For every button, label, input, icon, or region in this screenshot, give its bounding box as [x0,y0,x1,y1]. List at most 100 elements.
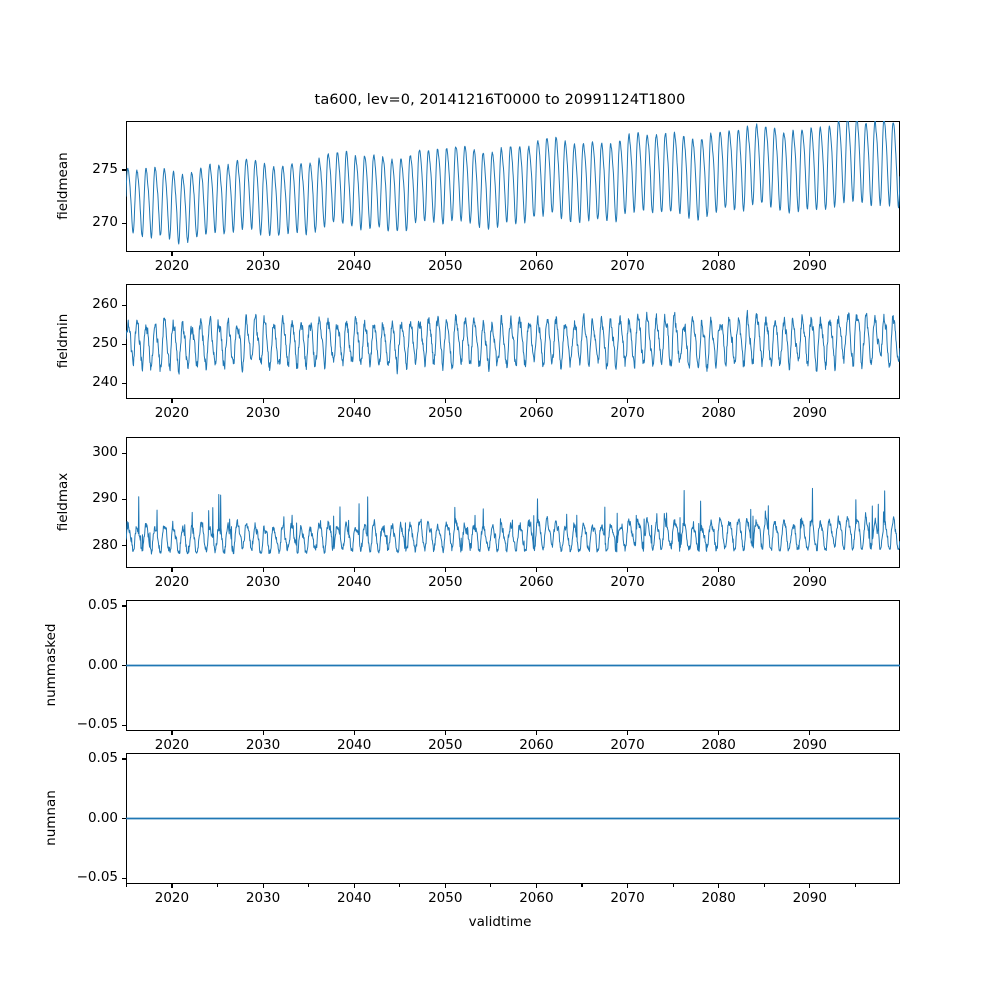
xtick-mark-fieldmean-0 [171,252,173,256]
xtick-mark-nummasked-0 [171,731,173,735]
xtick-label-fieldmax-1: 2030 [245,574,281,590]
xtick-minor-mark-2055 [490,884,492,887]
xtick-mark-fieldmin-6 [718,399,720,403]
xtick-label-nummasked-7: 2090 [792,737,827,753]
xtick-mark-fieldmin-2 [353,399,355,403]
xtick-label-numnan-1: 2030 [245,890,281,906]
ytick-mark-nummasked-2 [122,605,126,607]
xtick-minor-mark-2025 [216,884,219,887]
ytick-label-numnan-2: 0.05 [87,749,118,766]
xtick-mark-fieldmin-1 [262,399,264,403]
xtick-mark-numnan-0 [171,884,173,888]
ytick-mark-numnan-1 [122,818,126,820]
xtick-mark-numnan-5 [627,884,629,888]
xtick-mark-fieldmin-4 [535,399,537,403]
panel-frame-fieldmin [126,284,900,399]
panel-frame-fieldmean [126,121,900,252]
xtick-mark-fieldmax-0 [171,568,173,572]
x-axis-label: validtime [468,914,532,930]
ytick-label-fieldmax-0: 280 [92,536,118,553]
ytick-mark-numnan-2 [122,758,126,760]
y-axis-label-fieldmax: fieldmax [55,472,71,531]
ytick-mark-fieldmin-1 [122,343,126,346]
xtick-mark-fieldmax-6 [718,568,720,572]
xtick-label-nummasked-2: 2040 [336,737,372,753]
ytick-label-fieldmin-1: 250 [92,335,118,352]
xtick-mark-nummasked-2 [353,731,355,735]
xtick-label-nummasked-6: 2080 [701,737,736,753]
xtick-mark-nummasked-4 [535,731,537,735]
xtick-label-fieldmax-7: 2090 [792,574,827,590]
xtick-mark-numnan-4 [535,884,537,888]
ytick-label-nummasked-2: 0.05 [87,596,118,613]
ytick-label-fieldmax-2: 300 [92,444,118,461]
xtick-minor-mark-2015 [125,884,127,887]
xtick-mark-nummasked-6 [718,731,720,735]
figure-title: ta600, lev=0, 20141216T0000 to 20991124T… [314,92,686,108]
xtick-label-nummasked-4: 2060 [519,737,554,753]
xtick-label-numnan-3: 2050 [428,890,463,906]
ytick-mark-fieldmax-1 [122,498,126,501]
xtick-mark-fieldmean-3 [444,252,446,256]
xtick-label-fieldmean-5: 2070 [610,258,645,274]
xtick-mark-nummasked-3 [444,731,446,735]
panel-fieldmin [126,284,900,399]
y-axis-label-numnan: numnan [43,789,59,846]
xtick-mark-fieldmax-4 [535,568,537,572]
xtick-label-numnan-5: 2070 [610,890,645,906]
xtick-label-fieldmean-6: 2080 [701,258,736,274]
xtick-mark-fieldmean-2 [353,252,355,256]
xtick-minor-mark-2075 [672,884,674,887]
xtick-minor-mark-2095 [854,884,856,887]
y-axis-label-fieldmin: fieldmin [55,313,71,368]
panel-nummasked [126,600,900,731]
ytick-mark-numnan-0 [122,877,126,879]
xtick-label-nummasked-0: 2020 [154,737,190,753]
xtick-label-fieldmean-4: 2060 [519,258,554,274]
xtick-mark-nummasked-1 [262,731,264,735]
xtick-mark-fieldmin-5 [627,399,629,403]
xtick-mark-fieldmean-4 [535,252,537,256]
ytick-label-numnan-1: 0.00 [87,809,118,826]
xtick-label-fieldmin-3: 2050 [428,405,463,421]
xtick-mark-nummasked-7 [809,731,811,735]
data-line-fieldmean [126,121,900,245]
xtick-label-fieldmin-4: 2060 [519,405,554,421]
ytick-mark-fieldmean-0 [122,222,126,224]
xtick-mark-fieldmax-1 [262,568,264,572]
xtick-mark-fieldmin-0 [171,399,173,403]
xtick-mark-numnan-2 [353,884,355,888]
xtick-label-fieldmax-5: 2070 [610,574,645,590]
xtick-label-fieldmin-6: 2080 [701,405,736,421]
panel-numnan [126,753,900,884]
ytick-mark-fieldmin-0 [122,382,126,384]
xtick-label-fieldmin-0: 2020 [154,405,190,421]
xtick-mark-numnan-7 [809,884,811,888]
xtick-label-fieldmax-4: 2060 [519,574,554,590]
ytick-mark-fieldmin-2 [122,304,126,307]
ytick-mark-nummasked-0 [122,724,126,726]
xtick-minor-mark-2045 [399,884,401,887]
ytick-label-fieldmax-1: 290 [92,490,118,507]
xtick-label-fieldmax-2: 2040 [336,574,372,590]
xtick-label-numnan-7: 2090 [792,890,827,906]
xtick-mark-fieldmax-3 [444,568,446,572]
ytick-mark-fieldmax-0 [122,545,126,547]
xtick-mark-numnan-1 [262,884,264,888]
xtick-label-fieldmax-0: 2020 [154,574,190,590]
xtick-label-fieldmax-6: 2080 [701,574,736,590]
xtick-label-nummasked-3: 2050 [428,737,463,753]
xtick-minor-mark-2085 [763,884,765,887]
xtick-label-nummasked-1: 2030 [245,737,281,753]
xtick-label-numnan-0: 2020 [154,890,190,906]
ytick-label-numnan-0: −0.05 [76,869,118,886]
xtick-mark-fieldmean-7 [809,252,811,256]
xtick-label-numnan-2: 2040 [336,890,372,906]
xtick-label-fieldmean-0: 2020 [154,258,190,274]
ytick-label-fieldmean-0: 270 [92,214,118,231]
xtick-label-fieldmin-1: 2030 [245,405,281,421]
xtick-label-fieldmean-1: 2030 [245,258,281,274]
ytick-label-nummasked-1: 0.00 [87,656,118,673]
xtick-minor-mark-2035 [308,884,310,887]
